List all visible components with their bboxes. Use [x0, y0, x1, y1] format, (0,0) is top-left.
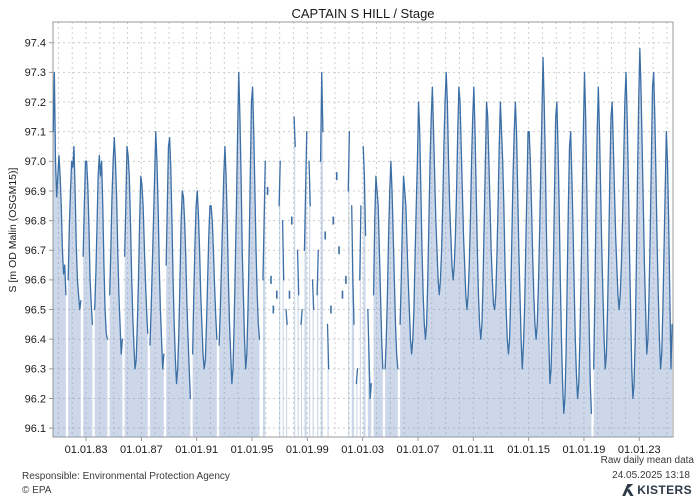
x-tick-label: 01.01.03	[341, 444, 384, 456]
kisters-logo-icon	[622, 484, 634, 496]
x-tick-label: 01.01.07	[397, 444, 440, 456]
y-tick-label: 96.5	[25, 304, 46, 316]
responsible-label: Responsible: Environmental Protection Ag…	[22, 471, 230, 482]
x-tick-label: 01.01.87	[120, 444, 163, 456]
y-tick-label: 97.0	[25, 156, 46, 168]
x-tick-label: 01.01.91	[175, 444, 218, 456]
y-tick-label: 96.7	[25, 245, 46, 257]
y-tick-label: 96.6	[25, 275, 46, 287]
x-tick-label: 01.01.23	[618, 444, 661, 456]
x-tick-label: 01.01.11	[452, 444, 494, 456]
y-tick-label: 97.4	[25, 38, 46, 50]
x-tick-label: 01.01.19	[563, 444, 606, 456]
series-line	[52, 48, 673, 414]
timestamp-label: 24.05.2025 13:18	[612, 470, 690, 481]
kisters-logo: KISTERS	[621, 483, 692, 497]
axes	[49, 21, 674, 441]
grid-lines	[53, 22, 673, 437]
y-tick-label: 97.3	[25, 67, 46, 79]
plot-area-border	[52, 21, 674, 438]
kisters-logo-text: KISTERS	[637, 483, 692, 497]
y-axis-title: S [m OD Malin (OSGM15)]	[7, 167, 19, 293]
x-tick-label: 01.01.15	[507, 444, 550, 456]
y-tick-label: 96.2	[25, 393, 46, 405]
stage-area-chart: 96.1 96.2 96.3 96.4 96.5 96.6 96.7 96.8 96.9 97.0…	[25, 21, 674, 456]
x-tick-label: 01.01.83	[65, 444, 108, 456]
y-tick-label: 96.9	[25, 186, 46, 198]
y-tick-label: 96.3	[25, 364, 46, 376]
x-tick-label: 01.01.99	[286, 444, 329, 456]
y-tick-label: 97.1	[25, 127, 46, 139]
y-tick-label: 96.4	[25, 334, 46, 346]
y-tick-label: 97.2	[25, 97, 46, 109]
copyright-label: © EPA	[22, 485, 52, 496]
data-type-label: Raw daily mean data	[600, 455, 694, 466]
y-tick-label: 96.8	[25, 215, 46, 227]
y-tick-label: 96.1	[25, 423, 46, 435]
tick-labels: 96.1 96.2 96.3 96.4 96.5 96.6 96.7 96.8 96.9 97.0…	[25, 38, 661, 456]
page-title: CAPTAIN S HILL / Stage	[291, 6, 435, 21]
x-tick-label: 01.01.95	[231, 444, 274, 456]
